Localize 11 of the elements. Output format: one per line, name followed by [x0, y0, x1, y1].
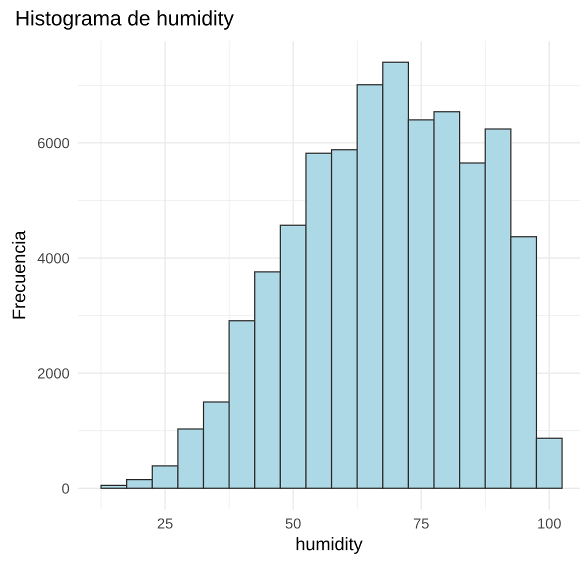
x-tick-label: 100: [538, 518, 561, 529]
x-axis-title: humidity: [296, 537, 363, 554]
x-tick-label: 25: [158, 518, 173, 529]
chart-title: Histograma de humidity: [16, 10, 234, 30]
y-tick-label: 2000: [38, 368, 70, 379]
y-tick-label: 0: [62, 483, 70, 494]
y-tick-label: 4000: [38, 253, 70, 264]
y-axis-title: Frecuencia: [12, 230, 26, 318]
x-tick-label: 50: [286, 518, 301, 529]
y-tick-label: 6000: [38, 138, 70, 148]
x-tick-label: 75: [414, 518, 429, 529]
